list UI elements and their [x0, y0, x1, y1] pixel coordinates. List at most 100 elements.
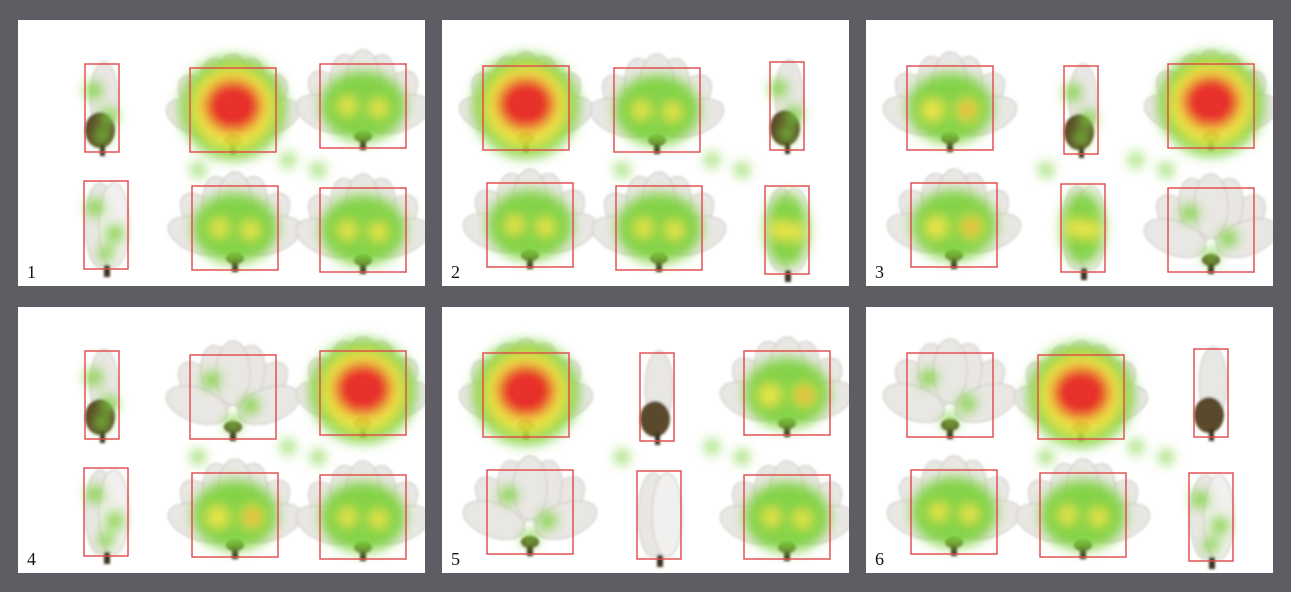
roi-box [1167, 63, 1255, 149]
roi-box [743, 474, 831, 560]
heat-low [84, 81, 118, 145]
roi-box [83, 467, 129, 557]
roi-box [486, 469, 574, 555]
heat-mid [1040, 479, 1126, 551]
panel-3: 3 [866, 20, 1273, 286]
flower-open [719, 336, 849, 437]
flower-open [295, 460, 425, 561]
heat-low [1191, 490, 1229, 554]
roi-box [906, 65, 994, 151]
flower-open [165, 53, 301, 161]
roi-box [84, 350, 120, 440]
heat-spot [911, 189, 997, 261]
heat-low [84, 368, 118, 432]
heat-mid [320, 70, 406, 142]
roi-box [84, 63, 120, 153]
panel-2: 2 [442, 20, 849, 286]
roi-box [1039, 472, 1127, 558]
panel-5: 5 [442, 307, 849, 573]
flower-open [1143, 173, 1273, 274]
flower-bud [639, 350, 675, 445]
flower-bud [84, 348, 120, 443]
heat-mid [192, 192, 278, 264]
heat-mid [487, 189, 573, 261]
heat-low [499, 486, 557, 547]
roi-box [615, 185, 703, 271]
roi-box [1063, 65, 1099, 155]
heat-low [769, 79, 803, 143]
flower-open [882, 338, 1018, 439]
flower-open [458, 338, 594, 446]
roi-box [1060, 183, 1106, 273]
flower-open [589, 53, 725, 154]
roi-box [639, 352, 675, 442]
flower-open [1143, 49, 1273, 157]
heat-high [309, 338, 417, 444]
heat-low [86, 198, 124, 262]
flower-bud [1193, 346, 1229, 441]
flower-open [591, 171, 727, 272]
scanpath-dots [615, 440, 749, 464]
flower-open [167, 171, 303, 272]
roi-box [486, 182, 574, 268]
flower-open [719, 460, 849, 561]
heat-mid [1061, 191, 1105, 265]
roi-box [83, 180, 129, 270]
scanpath-dots [1039, 153, 1173, 177]
panel-number-label: 4 [27, 549, 36, 569]
heat-spot [744, 357, 830, 429]
heat-high [472, 340, 580, 446]
heat-mid [765, 193, 809, 267]
roi-box [764, 185, 810, 275]
flower-bud [84, 61, 120, 156]
roi-box [743, 350, 831, 436]
roi-box [319, 350, 407, 436]
heat-high [179, 55, 287, 161]
flower-open [462, 168, 598, 269]
heat-low [1063, 83, 1097, 147]
roi-box [1167, 187, 1255, 273]
roi-box [191, 472, 279, 558]
flower-open [458, 51, 594, 159]
heat-mid [614, 74, 700, 146]
panel-1: 1 [18, 20, 425, 286]
heat-spot [907, 72, 993, 144]
flower-open [295, 49, 425, 150]
flower-bud [1063, 63, 1099, 158]
panel-canvas [882, 49, 1273, 280]
heat-mid [320, 481, 406, 553]
panel-number-label: 5 [451, 549, 460, 569]
flower-open [882, 51, 1018, 152]
roi-box [482, 352, 570, 438]
flower-open [295, 336, 425, 444]
roi-box [1193, 348, 1229, 438]
scanpath-dots [1039, 440, 1173, 464]
roi-box [482, 65, 570, 151]
heat-mid [911, 476, 997, 548]
heat-low [86, 485, 124, 549]
panel-canvas [83, 336, 425, 564]
heat-high [472, 53, 580, 159]
roi-box [910, 469, 998, 555]
roi-box [636, 470, 682, 560]
panel-number-label: 6 [875, 549, 884, 569]
heat-mid [744, 481, 830, 553]
heat-low [202, 371, 260, 432]
roi-box [191, 185, 279, 271]
roi-box [613, 67, 701, 153]
heat-mid [320, 194, 406, 266]
scanpath-dots [191, 153, 325, 177]
flower-open [1013, 340, 1149, 448]
panel-number-label: 1 [27, 262, 36, 282]
flower-open [167, 458, 303, 559]
roi-box [769, 61, 805, 151]
flower-open [1015, 458, 1151, 559]
heat-low [919, 369, 977, 430]
panel-canvas [458, 336, 849, 567]
roi-box [1188, 472, 1234, 562]
panel-number-label: 2 [451, 262, 460, 282]
roi-box [319, 474, 407, 560]
flower-bud [769, 59, 805, 154]
heat-high [1157, 51, 1265, 157]
